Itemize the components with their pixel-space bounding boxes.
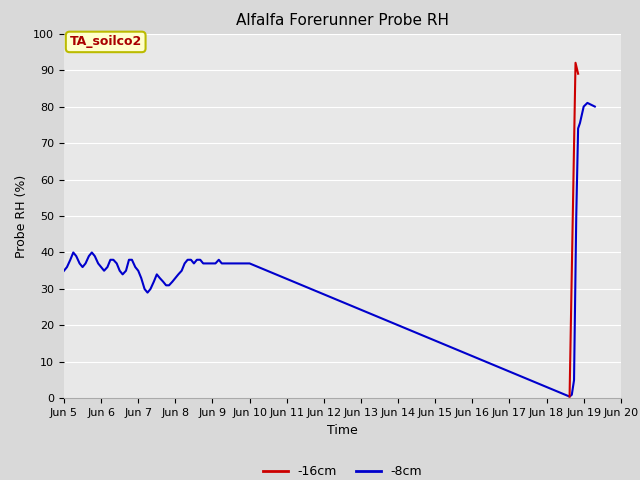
Y-axis label: Probe RH (%): Probe RH (%) (15, 174, 28, 258)
Legend: -16cm, -8cm: -16cm, -8cm (257, 460, 428, 480)
X-axis label: Time: Time (327, 424, 358, 437)
Title: Alfalfa Forerunner Probe RH: Alfalfa Forerunner Probe RH (236, 13, 449, 28)
Text: TA_soilco2: TA_soilco2 (70, 36, 142, 48)
